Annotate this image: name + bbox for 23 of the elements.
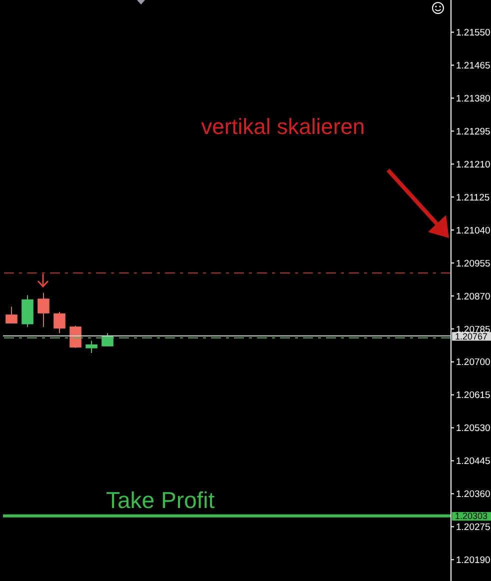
y-tick-label: 1.20190 [456, 555, 490, 566]
ref-line-label: 1.20303 [455, 511, 488, 522]
y-tick-label: 1.20530 [456, 423, 490, 434]
candlestick [38, 292, 50, 328]
annotation: vertikal skalieren [201, 114, 365, 139]
y-tick-label: 1.21465 [456, 60, 490, 72]
y-tick-label: 1.21380 [456, 94, 490, 104]
y-tick-label: 1.20870 [456, 291, 490, 302]
y-tick-label: 1.20445 [456, 456, 490, 468]
annotation: Take Profit [106, 486, 216, 513]
y-tick-label: 1.20360 [456, 489, 490, 500]
y-tick-label: 1.21210 [456, 159, 490, 170]
candlestick [54, 311, 66, 334]
y-tick-label: 1.21295 [456, 126, 490, 138]
candlestick [86, 340, 98, 354]
y-tick-label: 1.21550 [456, 28, 490, 39]
y-tick-label: 1.20955 [456, 258, 490, 270]
y-tick-label: 1.21040 [456, 225, 490, 236]
y-tick-label: 1.20700 [456, 357, 490, 368]
candlestick [6, 306, 18, 324]
y-tick-label: 1.21125 [456, 192, 490, 204]
y-tick-label: 1.20615 [456, 390, 490, 402]
y-tick-label: 1.20275 [456, 522, 490, 534]
